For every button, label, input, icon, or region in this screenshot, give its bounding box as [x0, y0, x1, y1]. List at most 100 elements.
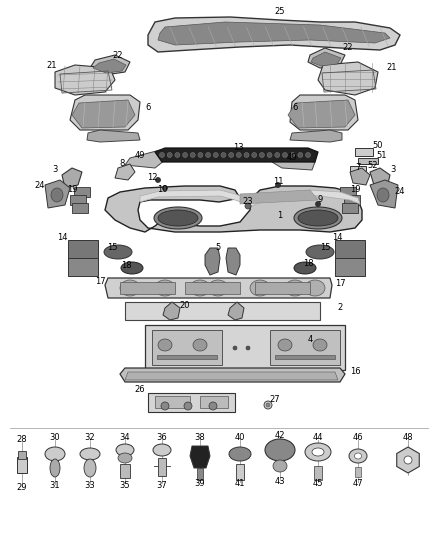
Text: 34: 34	[120, 432, 131, 441]
Ellipse shape	[198, 152, 203, 157]
Ellipse shape	[264, 401, 272, 409]
Polygon shape	[370, 180, 398, 208]
Text: 44: 44	[313, 433, 323, 442]
Text: 16: 16	[350, 367, 360, 376]
Text: 22: 22	[113, 51, 123, 60]
Ellipse shape	[285, 280, 305, 296]
Text: 36: 36	[157, 432, 167, 441]
Ellipse shape	[183, 152, 187, 157]
Ellipse shape	[306, 245, 334, 259]
Text: 49: 49	[287, 152, 297, 161]
Text: 41: 41	[235, 480, 245, 489]
Polygon shape	[370, 168, 390, 188]
Ellipse shape	[154, 207, 202, 229]
Text: 37: 37	[157, 481, 167, 489]
Text: 46: 46	[353, 433, 363, 442]
Ellipse shape	[175, 152, 180, 157]
Bar	[68, 240, 98, 258]
Polygon shape	[45, 180, 70, 208]
Ellipse shape	[313, 339, 327, 351]
Text: 13: 13	[233, 143, 244, 152]
Text: 51: 51	[377, 150, 387, 159]
Polygon shape	[125, 150, 165, 168]
Polygon shape	[105, 186, 362, 232]
Ellipse shape	[193, 339, 207, 351]
Ellipse shape	[162, 185, 167, 190]
Ellipse shape	[120, 280, 140, 296]
Polygon shape	[87, 130, 140, 142]
Polygon shape	[158, 22, 390, 45]
Ellipse shape	[84, 459, 96, 477]
Polygon shape	[163, 302, 180, 320]
Ellipse shape	[155, 280, 175, 296]
Text: 26: 26	[135, 385, 145, 394]
Bar	[344, 195, 360, 205]
Ellipse shape	[158, 339, 172, 351]
Text: 9: 9	[318, 196, 323, 205]
Ellipse shape	[294, 262, 316, 274]
Text: 19: 19	[67, 185, 77, 195]
Text: 21: 21	[47, 61, 57, 69]
Text: 2: 2	[337, 303, 343, 312]
Polygon shape	[148, 17, 400, 52]
Polygon shape	[190, 446, 210, 468]
Ellipse shape	[273, 460, 287, 472]
Ellipse shape	[159, 152, 165, 157]
Ellipse shape	[349, 449, 367, 463]
Polygon shape	[72, 100, 135, 128]
Text: 7: 7	[355, 164, 360, 173]
Bar	[18, 451, 26, 459]
Ellipse shape	[290, 152, 295, 157]
Text: 50: 50	[373, 141, 383, 149]
Bar	[120, 464, 130, 478]
Ellipse shape	[294, 207, 342, 229]
Text: 15: 15	[320, 244, 330, 253]
Polygon shape	[205, 248, 220, 275]
Polygon shape	[155, 148, 318, 162]
Text: 14: 14	[57, 232, 67, 241]
Ellipse shape	[116, 444, 134, 456]
Text: 24: 24	[395, 188, 405, 197]
Ellipse shape	[190, 280, 210, 296]
Text: 17: 17	[95, 278, 105, 287]
Polygon shape	[228, 302, 244, 320]
Polygon shape	[272, 158, 315, 170]
Polygon shape	[125, 372, 338, 380]
Ellipse shape	[221, 152, 226, 157]
Ellipse shape	[229, 447, 251, 461]
Text: 48: 48	[403, 433, 413, 442]
Text: 8: 8	[119, 158, 125, 167]
Text: 4: 4	[307, 335, 313, 344]
Ellipse shape	[276, 182, 280, 188]
Ellipse shape	[153, 444, 171, 456]
Text: 38: 38	[194, 432, 205, 441]
Bar	[17, 457, 27, 473]
Ellipse shape	[305, 443, 331, 461]
Bar	[197, 468, 203, 480]
Text: 15: 15	[107, 244, 117, 253]
Text: 25: 25	[275, 7, 285, 17]
Bar	[72, 203, 88, 213]
Text: 33: 33	[85, 481, 95, 490]
Text: 39: 39	[194, 480, 205, 489]
Text: 1: 1	[277, 211, 283, 220]
Text: 17: 17	[335, 279, 345, 288]
Bar	[355, 467, 361, 477]
Text: 43: 43	[275, 478, 285, 487]
Ellipse shape	[305, 152, 311, 157]
Ellipse shape	[259, 152, 265, 157]
Text: 3: 3	[390, 166, 396, 174]
Text: 18: 18	[121, 261, 131, 270]
Text: 42: 42	[275, 432, 285, 440]
Text: 49: 49	[135, 150, 145, 159]
Ellipse shape	[267, 152, 272, 157]
Text: 14: 14	[332, 232, 342, 241]
Polygon shape	[148, 393, 235, 412]
Text: 23: 23	[243, 198, 253, 206]
Bar	[70, 195, 86, 205]
Bar	[74, 187, 90, 197]
Text: 11: 11	[273, 177, 283, 187]
Polygon shape	[90, 55, 130, 75]
Bar	[342, 203, 358, 213]
Bar	[185, 282, 240, 294]
